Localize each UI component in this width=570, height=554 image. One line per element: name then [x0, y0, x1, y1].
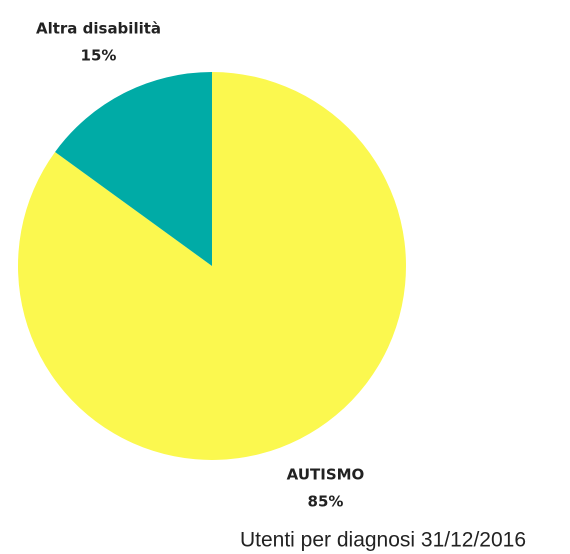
- slice-value-label: 15%: [81, 47, 117, 65]
- slice-value-label: 85%: [308, 492, 344, 510]
- pie-slice: [55, 72, 212, 266]
- pie-slice: [17, 72, 406, 460]
- chart-title: Utenti per diagnosi 31/12/2016: [240, 529, 526, 552]
- slice-label: Altra disabilità: [36, 20, 161, 38]
- slice-label: AUTISMO: [287, 465, 365, 483]
